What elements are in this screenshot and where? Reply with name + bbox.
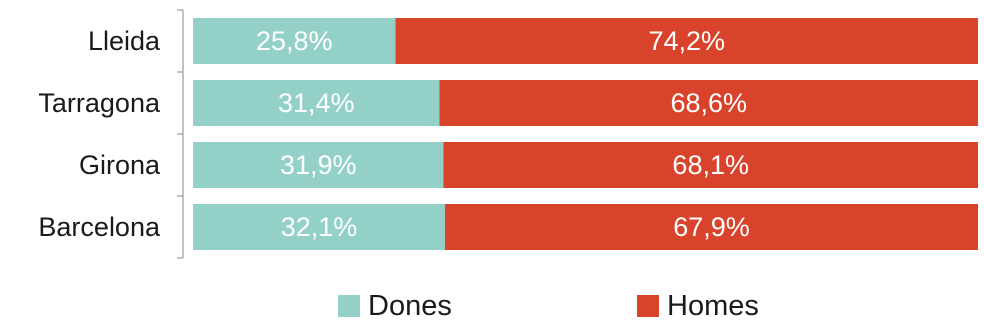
value-label-dones-girona: 31,9% bbox=[280, 150, 357, 180]
value-label-dones-tarragona: 31,4% bbox=[278, 88, 355, 118]
legend-label-homes: Homes bbox=[667, 290, 759, 322]
value-label-homes-lleida: 74,2% bbox=[648, 26, 725, 56]
category-labels: Lleida Tarragona Girona Barcelona bbox=[38, 26, 161, 242]
category-label-lleida: Lleida bbox=[88, 26, 161, 56]
legend-item-dones: Dones bbox=[338, 290, 452, 322]
bar-dones-girona bbox=[193, 142, 444, 188]
legend-label-dones: Dones bbox=[368, 290, 452, 322]
bar-homes-girona bbox=[443, 142, 978, 188]
value-label-dones-barcelona: 32,1% bbox=[281, 212, 358, 242]
bars: 25,8% 74,2% 31,4% 68,6% 31,9% 68,1% 32,1% 67,9% bbox=[193, 18, 978, 250]
category-axis bbox=[177, 9, 184, 259]
bar-dones-lleida bbox=[193, 18, 396, 64]
value-label-homes-girona: 68,1% bbox=[672, 150, 749, 180]
bar-homes-barcelona bbox=[444, 204, 978, 250]
bar-homes-lleida bbox=[395, 18, 978, 64]
legend-swatch-homes bbox=[637, 295, 659, 317]
bar-dones-barcelona bbox=[193, 204, 445, 250]
legend-swatch-dones bbox=[338, 295, 360, 317]
value-label-homes-tarragona: 68,6% bbox=[670, 88, 747, 118]
category-label-girona: Girona bbox=[79, 150, 161, 180]
legend-item-homes: Homes bbox=[637, 290, 759, 322]
category-label-tarragona: Tarragona bbox=[38, 88, 161, 118]
category-label-barcelona: Barcelona bbox=[38, 212, 161, 242]
legend: Dones Homes bbox=[338, 290, 759, 322]
bar-dones-tarragona bbox=[193, 80, 440, 126]
value-label-dones-lleida: 25,8% bbox=[256, 26, 333, 56]
value-label-homes-barcelona: 67,9% bbox=[673, 212, 750, 242]
bar-homes-tarragona bbox=[439, 80, 978, 126]
